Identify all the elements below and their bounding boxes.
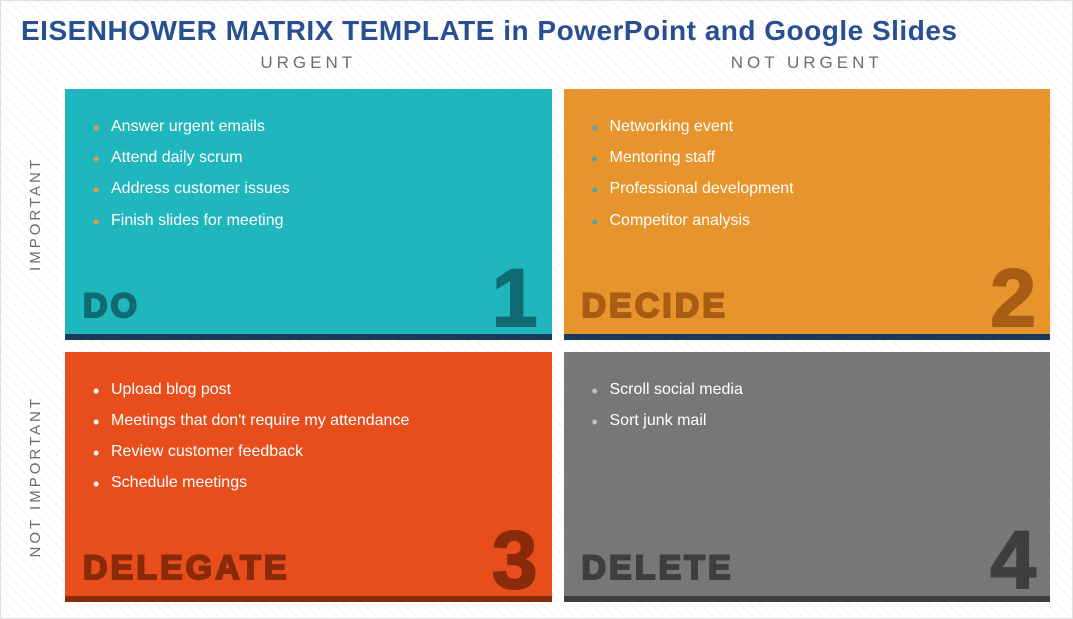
matrix-grid: URGENT NOT URGENT IMPORTANT Answer urgen…	[17, 49, 1056, 602]
quadrant-do: Answer urgent emailsAttend daily scrumAd…	[65, 89, 552, 340]
quadrant-delete-number: 4	[990, 514, 1036, 602]
quadrant-do-item: Answer urgent emails	[89, 111, 528, 142]
row-header-important: IMPORTANT	[17, 89, 53, 340]
row-header-not-important: NOT IMPORTANT	[17, 352, 53, 603]
quadrant-decide-item: Mentoring staff	[588, 142, 1027, 173]
quadrant-delete-label: DELETE	[582, 549, 734, 588]
quadrant-do-item: Address customer issues	[89, 173, 528, 204]
row-header-important-label: IMPORTANT	[27, 157, 44, 271]
quadrant-do-list: Answer urgent emailsAttend daily scrumAd…	[89, 111, 528, 236]
quadrant-do-label: DO	[83, 287, 140, 326]
quadrant-delegate-item: Schedule meetings	[89, 467, 528, 498]
quadrant-delete-item: Sort junk mail	[588, 405, 1027, 436]
eisenhower-matrix-slide: EISENHOWER MATRIX TEMPLATE in PowerPoint…	[1, 1, 1072, 618]
quadrant-delegate-item: Upload blog post	[89, 374, 528, 405]
column-header-not-urgent: NOT URGENT	[564, 49, 1051, 77]
quadrant-decide-number: 2	[990, 252, 1036, 340]
spacer	[17, 49, 53, 77]
quadrant-do-item: Attend daily scrum	[89, 142, 528, 173]
quadrant-delete: Scroll social mediaSort junk mail DELETE…	[564, 352, 1051, 603]
quadrant-do-number: 1	[492, 252, 538, 340]
quadrant-decide-list: Networking eventMentoring staffProfessio…	[588, 111, 1027, 236]
quadrant-do-underline	[65, 334, 552, 340]
quadrant-delegate-number: 3	[492, 514, 538, 602]
quadrant-do-item: Finish slides for meeting	[89, 205, 528, 236]
quadrant-decide: Networking eventMentoring staffProfessio…	[564, 89, 1051, 340]
quadrant-delete-underline	[564, 596, 1051, 602]
quadrant-delegate-underline	[65, 596, 552, 602]
quadrant-delegate-label: DELEGATE	[83, 549, 290, 588]
row-header-not-important-label: NOT IMPORTANT	[27, 396, 44, 558]
quadrant-decide-item: Professional development	[588, 173, 1027, 204]
quadrant-delegate-list: Upload blog postMeetings that don't requ…	[89, 374, 528, 499]
quadrant-decide-item: Networking event	[588, 111, 1027, 142]
quadrant-delegate: Upload blog postMeetings that don't requ…	[65, 352, 552, 603]
quadrant-decide-item: Competitor analysis	[588, 205, 1027, 236]
quadrant-delete-item: Scroll social media	[588, 374, 1027, 405]
column-header-urgent: URGENT	[65, 49, 552, 77]
quadrant-delegate-item: Review customer feedback	[89, 436, 528, 467]
quadrant-delete-list: Scroll social mediaSort junk mail	[588, 374, 1027, 436]
quadrant-decide-label: DECIDE	[582, 287, 728, 326]
quadrant-delegate-item: Meetings that don't require my attendanc…	[89, 405, 528, 436]
quadrant-decide-underline	[564, 334, 1051, 340]
page-title: EISENHOWER MATRIX TEMPLATE in PowerPoint…	[17, 15, 1056, 47]
